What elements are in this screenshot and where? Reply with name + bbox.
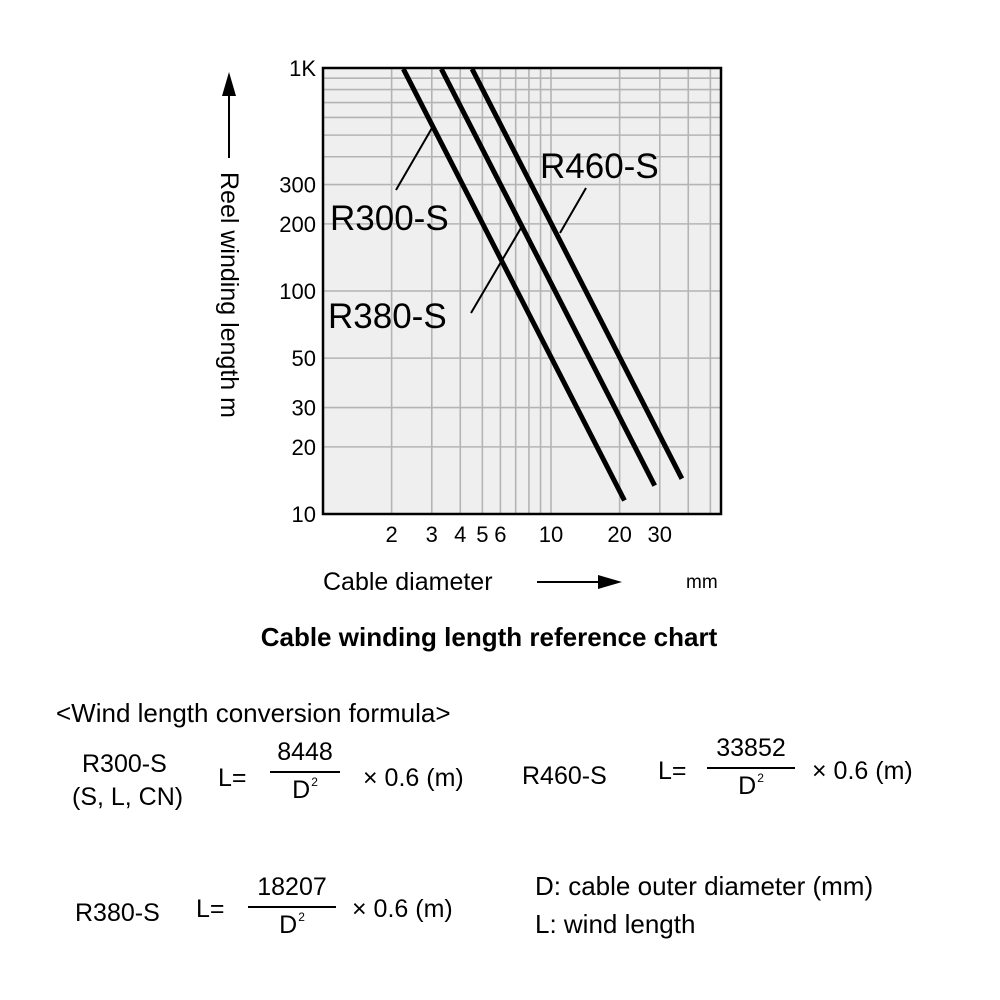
x-axis-label: Cable diameter — [323, 568, 493, 596]
formula-heading: <Wind length conversion formula> — [56, 698, 451, 728]
x-tick-label: 5 — [476, 522, 488, 547]
y-tick-label: 20 — [292, 435, 316, 460]
r300-formula-eq: L= — [218, 764, 247, 792]
r380-formula-name: R380-S — [75, 899, 160, 927]
series-line-r300-s — [401, 67, 627, 502]
chart-title: Cable winding length reference chart — [260, 622, 718, 652]
y-tick-label: 300 — [279, 173, 316, 198]
leader-line-r460-s — [559, 187, 587, 234]
r380-formula-fraction: 18207 D2 — [248, 873, 336, 940]
r300-denominator: D2 — [270, 773, 340, 805]
r300-formula-fraction: 8448 D2 — [270, 738, 340, 805]
series-lines — [401, 67, 685, 502]
series-labels: R300-S R380-S R460-S — [328, 147, 659, 336]
x-tick-label: 6 — [494, 522, 506, 547]
x-tick-label: 4 — [454, 522, 466, 547]
gridlines — [323, 68, 721, 514]
x-axis-arrow-icon — [537, 575, 622, 589]
x-tick-label: 3 — [426, 522, 438, 547]
series-line-r460-s — [469, 67, 685, 480]
leader-line-r380-s — [470, 227, 522, 314]
r380-formula-tail: × 0.6 (m) — [352, 895, 453, 923]
series-label-r300-s: R300-S — [330, 199, 449, 238]
x-tick-label: 20 — [607, 522, 631, 547]
y-axis-arrow-icon — [222, 72, 236, 158]
r380-exponent: 2 — [298, 910, 305, 924]
y-tick-label: 10 — [292, 502, 316, 527]
r300-formula-models: (S, L, CN) — [72, 783, 184, 811]
r460-formula-eq: L= — [658, 757, 687, 785]
r300-formula-tail: × 0.6 (m) — [363, 764, 464, 792]
r300-denominator-var: D — [292, 776, 311, 804]
r300-numerator: 8448 — [270, 738, 340, 773]
r460-denominator-var: D — [738, 772, 757, 800]
r300-exponent: 2 — [311, 775, 318, 789]
r460-numerator: 33852 — [707, 734, 795, 769]
y-tick-label: 50 — [292, 346, 316, 371]
plot-border — [321, 66, 723, 516]
r460-formula-name: R460-S — [522, 762, 607, 790]
r460-formula-tail: × 0.6 (m) — [812, 757, 913, 785]
y-axis-ticks: 1K 300 200 100 50 30 20 10 — [279, 56, 316, 527]
y-tick-label: 200 — [279, 212, 316, 237]
y-axis-label: Reel winding length m — [215, 172, 243, 418]
r380-denominator: D2 — [248, 908, 336, 940]
legend-d: D: cable outer diameter (mm) — [535, 871, 874, 901]
x-tick-label: 2 — [386, 522, 398, 547]
x-axis-unit: mm — [686, 572, 718, 593]
y-tick-label: 1K — [289, 56, 316, 81]
r460-denominator: D2 — [707, 769, 795, 801]
x-tick-label: 10 — [539, 522, 563, 547]
r380-numerator: 18207 — [248, 873, 336, 908]
series-line-r380-s — [439, 67, 657, 487]
y-tick-label: 30 — [292, 396, 316, 421]
r300-formula-name: R300-S — [82, 750, 167, 778]
r460-exponent: 2 — [757, 771, 764, 785]
r460-formula-fraction: 33852 D2 — [707, 734, 795, 801]
legend-l: L: wind length — [535, 909, 696, 939]
series-label-r460-s: R460-S — [540, 147, 659, 186]
series-label-r380-s: R380-S — [328, 297, 447, 336]
series-leader-lines — [395, 127, 587, 314]
x-axis-ticks: 2 3 4 5 6 10 20 30 — [386, 522, 673, 547]
x-tick-label: 30 — [648, 522, 672, 547]
y-tick-label: 100 — [279, 279, 316, 304]
r380-formula-eq: L= — [196, 895, 225, 923]
r380-denominator-var: D — [279, 911, 298, 939]
leader-line-r300-s — [395, 127, 433, 191]
